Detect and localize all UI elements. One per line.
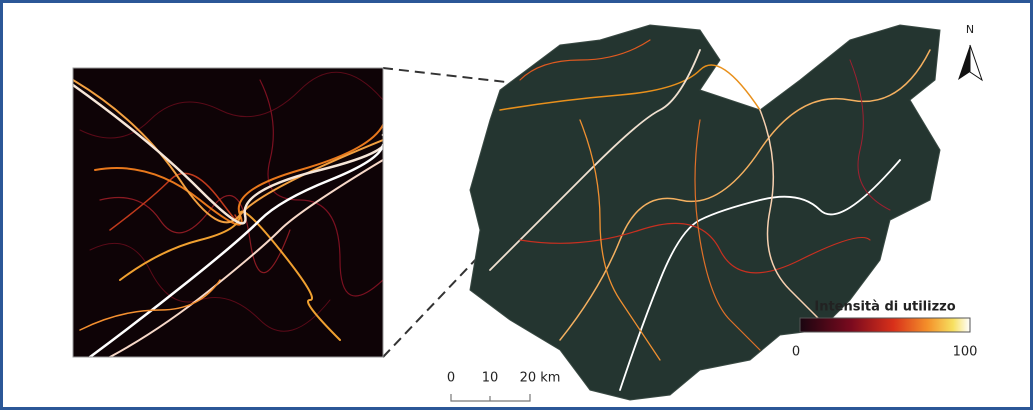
north-label: N xyxy=(966,23,974,36)
scale-label: 20 km xyxy=(520,371,561,386)
color-scale xyxy=(800,318,970,332)
legend-title: Intensità di utilizzo xyxy=(814,300,955,315)
map-figure: N Intensità di utilizzo 0 100 0 10 20 km xyxy=(0,0,1033,410)
scale-label: 0 xyxy=(447,371,455,386)
legend-max-label: 100 xyxy=(953,345,978,360)
scale-label: 10 xyxy=(482,371,499,386)
legend-min-label: 0 xyxy=(792,345,800,360)
inset-map xyxy=(73,68,386,357)
